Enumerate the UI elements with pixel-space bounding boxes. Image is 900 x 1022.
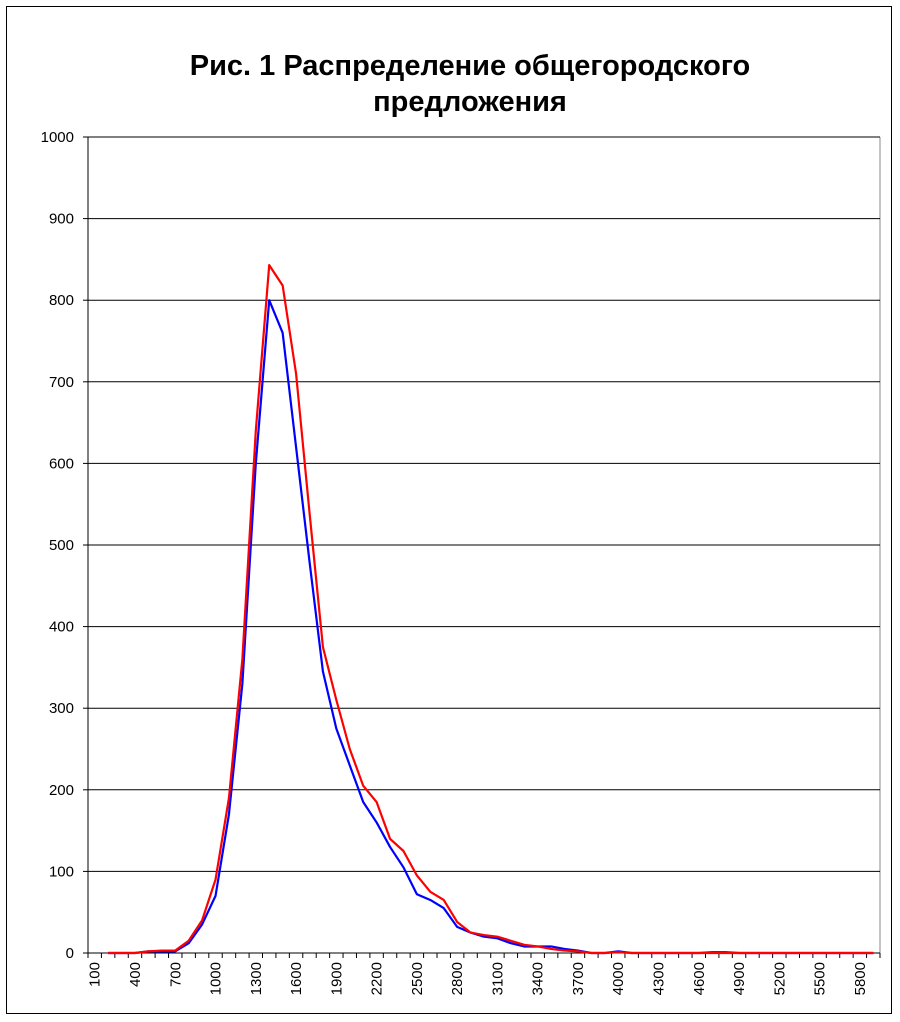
y-tick-label: 900 [49,211,74,228]
x-tick-label: 4900 [731,962,748,995]
x-tick-label: 1000 [208,962,225,995]
x-tick-label: 4600 [691,962,708,995]
y-tick-label: 200 [49,782,74,799]
x-tick-label: 3400 [530,962,547,995]
x-tick-label: 2200 [369,962,386,995]
y-tick-label: 1000 [41,129,74,146]
y-tick-label: 500 [49,537,74,554]
x-tick-label: 3700 [570,962,587,995]
x-tick-label: 4300 [651,962,668,995]
x-tick-label: 2800 [449,962,466,995]
y-tick-label: 700 [49,374,74,391]
x-tick-label: 1900 [328,962,345,995]
x-tick-label: 400 [127,962,144,987]
x-tick-label: 5200 [771,962,788,995]
x-tick-label: 1600 [288,962,305,995]
x-tick-label: 100 [87,962,104,987]
x-tick-label: 3100 [489,962,506,995]
y-tick-label: 0 [66,945,74,962]
x-tick-label: 700 [167,962,184,987]
y-tick-label: 600 [49,455,74,472]
series-line [108,264,874,955]
x-tick-label: 5500 [812,962,829,995]
x-tick-label: 1300 [248,962,265,995]
chart-title: Рис. 1 Распределение общегородского пред… [189,50,751,118]
x-tick-label: 5800 [852,962,869,995]
x-tick-label: 4000 [610,962,627,995]
y-tick-label: 300 [49,700,74,717]
chart-frame [6,6,892,1014]
y-tick-label: 800 [49,292,74,309]
x-tick-label: 2500 [409,962,426,995]
y-tick-label: 400 [49,619,74,636]
y-tick-label: 100 [49,863,74,880]
